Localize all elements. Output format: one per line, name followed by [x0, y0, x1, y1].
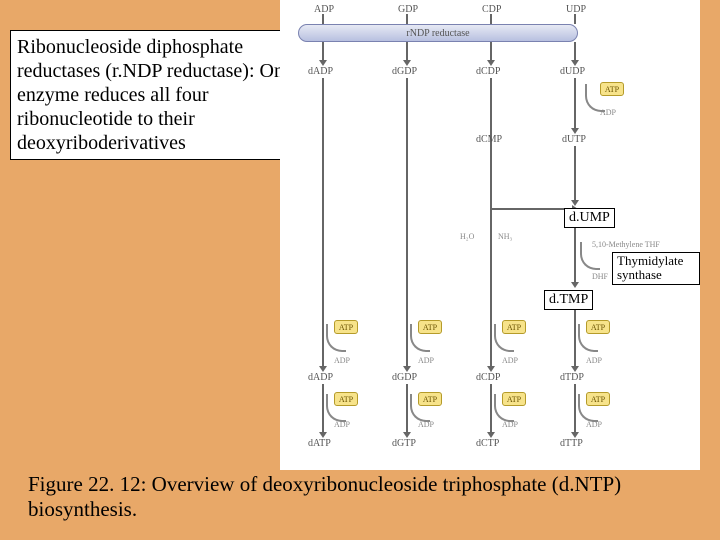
line — [574, 310, 576, 338]
line — [406, 338, 408, 368]
line — [574, 14, 576, 24]
line — [574, 228, 576, 284]
dcdp2: dCDP — [476, 372, 500, 383]
line — [574, 384, 576, 434]
dhf: DHF — [592, 272, 608, 281]
description-box: Ribonucleoside diphosphate reductases (r… — [10, 30, 300, 160]
line — [490, 338, 492, 368]
top-gdp: GDP — [398, 4, 418, 15]
adp-label: ADP — [418, 356, 434, 365]
curve-icon — [326, 394, 346, 422]
line — [574, 146, 576, 202]
description-text: Ribonucleoside diphosphate reductases (r… — [17, 36, 293, 154]
line — [322, 42, 324, 62]
line — [490, 42, 492, 62]
thymidylate-synthase-box: Thymidylate synthase — [612, 252, 700, 285]
pathway-diagram: ADP GDP CDP UDP rNDP reductase dADP dGDP… — [280, 0, 700, 470]
line — [406, 384, 408, 434]
line — [574, 78, 576, 130]
dgdp2: dGDP — [392, 372, 417, 383]
top-adp: ADP — [314, 4, 334, 15]
dgdp: dGDP — [392, 66, 417, 77]
dtdp: dTDP — [560, 372, 584, 383]
dutp: dUTP — [562, 134, 586, 145]
rndp-reductase-label: rNDP reductase — [406, 28, 469, 39]
line — [490, 384, 492, 434]
line — [406, 78, 408, 338]
line — [574, 42, 576, 62]
curve-icon — [578, 324, 598, 352]
line — [322, 78, 324, 338]
caption-text: Figure 22. 12: Overview of deoxyribonucl… — [28, 472, 621, 521]
arrowhead-icon — [571, 282, 579, 288]
curve-icon — [580, 242, 600, 270]
thymidylate-synthase-text: Thymidylate synthase — [617, 253, 683, 282]
methylene-thf: 5,10-Methylene THF — [592, 240, 660, 249]
dtmp-box: d.TMP — [544, 290, 593, 310]
dcmp: dCMP — [476, 134, 502, 145]
curve-icon — [410, 324, 430, 352]
line — [322, 14, 324, 24]
line — [490, 14, 492, 24]
dudp: dUDP — [560, 66, 585, 77]
curve-icon — [578, 394, 598, 422]
line — [322, 384, 324, 434]
dtmp-text: d.TMP — [549, 292, 588, 307]
adp-label: ADP — [586, 356, 602, 365]
dump-box: d.UMP — [564, 208, 615, 228]
curve-icon — [326, 324, 346, 352]
curve-icon — [494, 324, 514, 352]
line — [406, 42, 408, 62]
line — [574, 338, 576, 368]
rndp-reductase-bar: rNDP reductase — [298, 24, 578, 42]
line — [490, 208, 574, 210]
datp: dATP — [308, 438, 331, 449]
curve-icon — [410, 394, 430, 422]
line — [490, 168, 492, 208]
adp-label: ADP — [502, 356, 518, 365]
dump-text: d.UMP — [569, 210, 610, 225]
dttp: dTTP — [560, 438, 583, 449]
line — [406, 14, 408, 24]
adp-label: ADP — [334, 356, 350, 365]
line — [490, 78, 492, 168]
h2o: H₂O — [460, 232, 474, 241]
dadp: dADP — [308, 66, 333, 77]
dctp: dCTP — [476, 438, 499, 449]
curve-icon — [585, 84, 605, 112]
line — [490, 210, 492, 338]
nh3: NH₃ — [498, 232, 512, 241]
dcdp: dCDP — [476, 66, 500, 77]
line — [322, 338, 324, 368]
curve-icon — [494, 394, 514, 422]
figure-caption: Figure 22. 12: Overview of deoxyribonucl… — [28, 472, 720, 522]
dadp2: dADP — [308, 372, 333, 383]
dgtp: dGTP — [392, 438, 416, 449]
top-udp: UDP — [566, 4, 586, 15]
